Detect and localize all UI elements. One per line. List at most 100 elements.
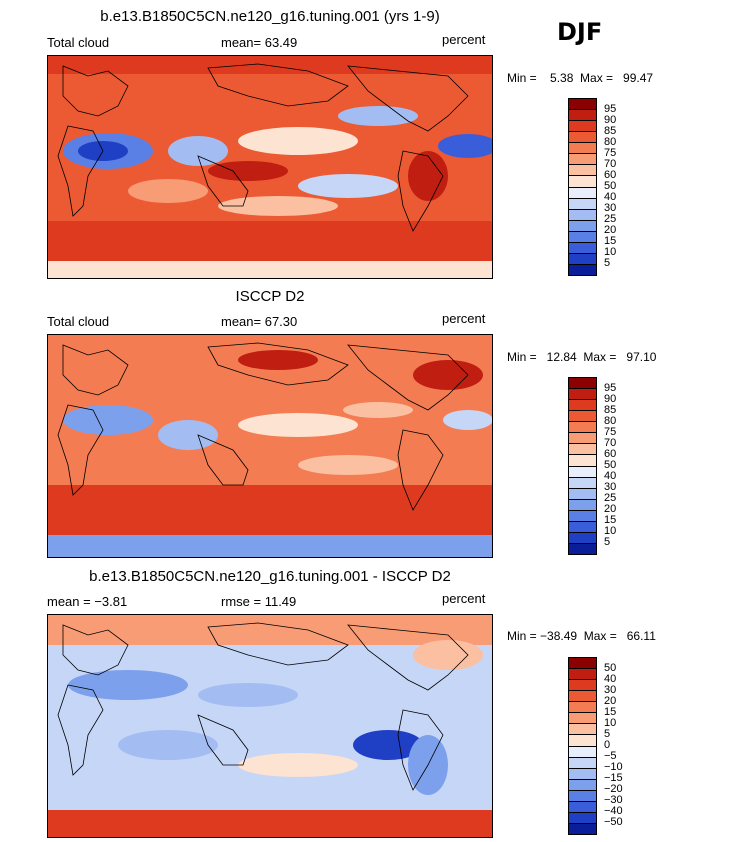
colorbar-swatch	[569, 768, 596, 780]
colorbar-tick-label: 60	[604, 168, 617, 181]
colorbar-swatch	[569, 411, 596, 423]
colorbar-tick-label: 10	[604, 524, 617, 537]
cloud-map	[47, 334, 493, 558]
colorbar-swatch	[569, 110, 596, 122]
colorbar-tick-label: 50	[604, 179, 617, 192]
units-label: percent	[442, 32, 486, 47]
colorbar-swatch	[569, 99, 596, 111]
colorbar-swatch	[569, 669, 596, 681]
colorbar-swatch	[569, 165, 596, 177]
colorbar-swatch	[569, 121, 596, 133]
colorbar-swatch	[569, 713, 596, 725]
colorbar-swatch	[569, 532, 596, 544]
colorbar-swatch	[569, 143, 596, 155]
colorbar-swatch	[569, 510, 596, 522]
colorbar-tick-label: 85	[604, 124, 617, 137]
colorbar-tick-label: 30	[604, 201, 617, 214]
colorbar-swatch	[569, 389, 596, 401]
colorbar-swatch	[569, 823, 596, 834]
colorbar-tick-label: 95	[604, 381, 617, 394]
colorbar-swatch	[569, 455, 596, 467]
colorbar-tick-label: 5	[604, 535, 611, 548]
colorbar-tick-label: 50	[604, 458, 617, 471]
colorbar	[568, 98, 597, 276]
colorbar-swatch	[569, 521, 596, 533]
colorbar-tick-label: 10	[604, 716, 617, 729]
panel-title: ISCCP D2	[235, 288, 305, 305]
colorbar-swatch	[569, 132, 596, 144]
colorbar-tick-label: 15	[604, 513, 617, 526]
colorbar-tick-label: −30	[604, 793, 623, 806]
units-label: percent	[442, 311, 486, 326]
colorbar-swatch	[569, 231, 596, 243]
colorbar-tick-label: 90	[604, 113, 617, 126]
units-label: percent	[442, 591, 486, 606]
colorbar-tick-label: −10	[604, 760, 623, 773]
colorbar-tick-label: 5	[604, 256, 611, 269]
colorbar-tick-label: 50	[604, 661, 617, 674]
colorbar-swatch	[569, 187, 596, 199]
colorbar-swatch	[569, 779, 596, 791]
colorbar-tick-label: −15	[604, 771, 623, 784]
colorbar-tick-label: 90	[604, 392, 617, 405]
colorbar-tick-label: 30	[604, 683, 617, 696]
min-max-label: Min = 12.84 Max = 97.10	[507, 350, 657, 364]
colorbar-tick-label: 60	[604, 447, 617, 460]
colorbar-tick-label: 70	[604, 436, 617, 449]
colorbar-swatch	[569, 154, 596, 166]
colorbar-swatch	[569, 422, 596, 434]
colorbar-tick-label: 10	[604, 245, 617, 258]
colorbar-swatch	[569, 658, 596, 670]
colorbar-tick-label: 75	[604, 425, 617, 438]
colorbar-tick-label: 70	[604, 157, 617, 170]
colorbar-tick-label: 95	[604, 102, 617, 115]
colorbar-tick-label: 40	[604, 190, 617, 203]
colorbar	[568, 657, 597, 835]
colorbar-swatch	[569, 264, 596, 275]
colorbar-swatch	[569, 198, 596, 210]
mean-label: mean = −3.81	[47, 594, 128, 609]
colorbar-swatch	[569, 543, 596, 554]
colorbar-swatch	[569, 757, 596, 769]
min-max-label: Min = −38.49 Max = 66.11	[507, 629, 656, 643]
colorbar-swatch	[569, 176, 596, 188]
colorbar-swatch	[569, 466, 596, 478]
colorbar-tick-label: 0	[604, 738, 611, 751]
colorbar-tick-label: 80	[604, 135, 617, 148]
colorbar-swatch	[569, 209, 596, 221]
colorbar-tick-label: 40	[604, 672, 617, 685]
colorbar-swatch	[569, 691, 596, 703]
colorbar-swatch	[569, 735, 596, 747]
mean-label: mean= 63.49	[221, 35, 298, 50]
colorbar-tick-label: 75	[604, 146, 617, 159]
panel-title: b.e13.B1850C5CN.ne120_g16.tuning.001 (yr…	[100, 8, 440, 25]
colorbar-swatch	[569, 220, 596, 232]
colorbar-tick-label: 80	[604, 414, 617, 427]
panel-title: b.e13.B1850C5CN.ne120_g16.tuning.001 - I…	[89, 568, 451, 585]
colorbar-tick-label: 20	[604, 223, 617, 236]
colorbar-tick-label: 5	[604, 727, 611, 740]
colorbar-swatch	[569, 680, 596, 692]
colorbar-swatch	[569, 499, 596, 511]
colorbar-swatch	[569, 242, 596, 254]
variable-label: Total cloud	[47, 314, 110, 329]
colorbar-tick-label: 30	[604, 480, 617, 493]
colorbar-tick-label: −20	[604, 782, 623, 795]
cloud-map	[47, 55, 493, 279]
cloud-map	[47, 614, 493, 838]
rmse-label: rmse = 11.49	[221, 594, 297, 609]
colorbar-swatch	[569, 433, 596, 445]
colorbar-swatch	[569, 702, 596, 714]
colorbar-tick-label: 15	[604, 705, 617, 718]
colorbar-tick-label: 40	[604, 469, 617, 482]
colorbar-tick-label: −50	[604, 815, 623, 828]
mean-label: mean= 67.30	[221, 314, 298, 329]
colorbar-swatch	[569, 801, 596, 813]
colorbar-swatch	[569, 724, 596, 736]
colorbar-swatch	[569, 253, 596, 265]
colorbar-swatch	[569, 444, 596, 456]
colorbar-tick-label: 15	[604, 234, 617, 247]
colorbar-swatch	[569, 400, 596, 412]
colorbar-swatch	[569, 378, 596, 390]
variable-label: Total cloud	[47, 35, 110, 50]
